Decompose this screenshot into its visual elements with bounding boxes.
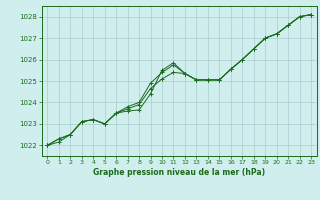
X-axis label: Graphe pression niveau de la mer (hPa): Graphe pression niveau de la mer (hPa) — [93, 168, 265, 177]
